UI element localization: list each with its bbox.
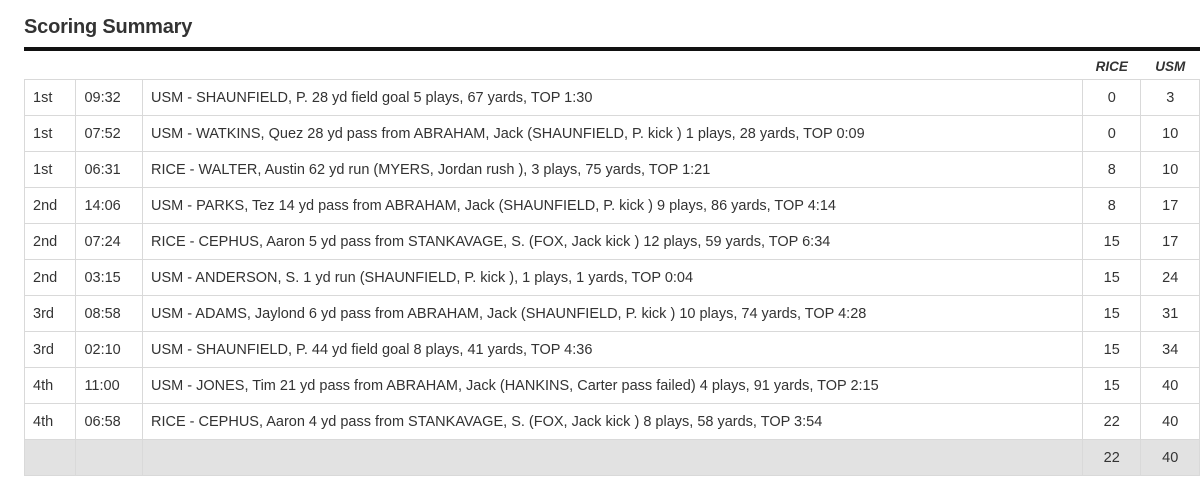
time-cell: 02:10 [75, 331, 143, 368]
usm-score-cell: 31 [1140, 295, 1200, 332]
total-usm: 40 [1140, 439, 1200, 476]
table-row: 3rd 02:10 USM - SHAUNFIELD, P. 44 yd field… [23, 331, 1200, 368]
usm-score-cell: 24 [1140, 259, 1200, 296]
usm-score-cell: 3 [1140, 79, 1200, 116]
table-row: 2nd 07:24 RICE - CEPHUS, Aaron 5 yd pass f… [23, 223, 1200, 260]
table-row: 4th 11:00 USM - JONES, Tim 21 yd pass from… [23, 367, 1200, 404]
description-cell: RICE - WALTER, Austin 62 yd run (MYERS, … [142, 151, 1083, 188]
totals-description-cell [142, 439, 1083, 476]
header-time [76, 53, 143, 80]
quarter-cell: 3rd [23, 331, 77, 368]
description-cell: USM - WATKINS, Quez 28 yd pass from ABRA… [142, 115, 1083, 152]
table-row: 1st 06:31 RICE - WALTER, Austin 62 yd run … [23, 151, 1200, 188]
section-title: Scoring Summary [24, 16, 193, 38]
header-quarter [25, 53, 76, 80]
usm-score-cell: 40 [1140, 403, 1200, 440]
quarter-cell: 1st [23, 151, 77, 188]
title-divider [24, 47, 1200, 51]
rice-score-cell: 22 [1081, 403, 1142, 440]
description-cell: USM - JONES, Tim 21 yd pass from ABRAHAM… [142, 367, 1083, 404]
table-row: 1st 07:52 USM - WATKINS, Quez 28 yd pass f… [23, 115, 1200, 152]
description-cell: USM - PARKS, Tez 14 yd pass from ABRAHAM… [142, 187, 1083, 224]
time-cell: 07:52 [75, 115, 143, 152]
quarter-cell: 4th [23, 403, 77, 440]
description-cell: RICE - CEPHUS, Aaron 5 yd pass from STAN… [142, 223, 1083, 260]
header-description [143, 53, 1083, 80]
usm-score-cell: 40 [1140, 367, 1200, 404]
table-row: 2nd 14:06 USM - PARKS, Tez 14 yd pass from… [23, 187, 1200, 224]
table-row: 3rd 08:58 USM - ADAMS, Jaylond 6 yd pass f… [23, 295, 1200, 332]
totals-time-cell [75, 439, 143, 476]
header-rice: RICE [1095, 58, 1128, 74]
description-cell: USM - ANDERSON, S. 1 yd run (SHAUNFIELD,… [142, 259, 1083, 296]
usm-score-cell: 17 [1140, 223, 1200, 260]
table-row: 1st 09:32 USM - SHAUNFIELD, P. 28 yd field… [23, 79, 1200, 116]
description-cell: USM - SHAUNFIELD, P. 44 yd field goal 8 … [142, 331, 1083, 368]
rice-score-cell: 15 [1081, 259, 1142, 296]
quarter-cell: 4th [23, 367, 77, 404]
quarter-cell: 2nd [23, 187, 77, 224]
time-cell: 06:58 [75, 403, 143, 440]
rice-score-cell: 8 [1081, 151, 1142, 188]
time-cell: 06:31 [75, 151, 143, 188]
time-cell: 03:15 [75, 259, 143, 296]
time-cell: 11:00 [75, 367, 143, 404]
quarter-cell: 2nd [23, 259, 77, 296]
total-rice: 22 [1081, 439, 1142, 476]
description-cell: USM - SHAUNFIELD, P. 28 yd field goal 5 … [142, 79, 1083, 116]
rice-score-cell: 15 [1081, 223, 1142, 260]
time-cell: 09:32 [75, 79, 143, 116]
quarter-cell: 1st [23, 115, 77, 152]
time-cell: 14:06 [75, 187, 143, 224]
usm-score-cell: 17 [1140, 187, 1200, 224]
rice-score-cell: 8 [1081, 187, 1142, 224]
header-row: RICE USM [25, 53, 1200, 80]
quarter-cell: 2nd [23, 223, 77, 260]
table-row: 4th 06:58 RICE - CEPHUS, Aaron 4 yd pass f… [23, 403, 1200, 440]
description-cell: USM - ADAMS, Jaylond 6 yd pass from ABRA… [142, 295, 1083, 332]
scoring-table: RICE USM 1st 09:32 USM - SHAUNFIELD, P. 28… [23, 53, 1200, 476]
totals-quarter-cell [23, 439, 77, 476]
quarter-cell: 1st [23, 79, 77, 116]
time-cell: 08:58 [75, 295, 143, 332]
usm-score-cell: 34 [1140, 331, 1200, 368]
rice-score-cell: 15 [1081, 367, 1142, 404]
time-cell: 07:24 [75, 223, 143, 260]
table-row: 2nd 03:15 USM - ANDERSON, S. 1 yd run (SHA… [23, 259, 1200, 296]
quarter-cell: 3rd [23, 295, 77, 332]
description-cell: RICE - CEPHUS, Aaron 4 yd pass from STAN… [142, 403, 1083, 440]
usm-score-cell: 10 [1140, 115, 1200, 152]
totals-row: 22 40 [23, 439, 1200, 476]
rice-score-cell: 0 [1081, 79, 1142, 116]
rice-score-cell: 0 [1081, 115, 1142, 152]
header-usm: USM [1155, 58, 1186, 74]
usm-score-cell: 10 [1140, 151, 1200, 188]
rice-score-cell: 15 [1081, 331, 1142, 368]
rice-score-cell: 15 [1081, 295, 1142, 332]
